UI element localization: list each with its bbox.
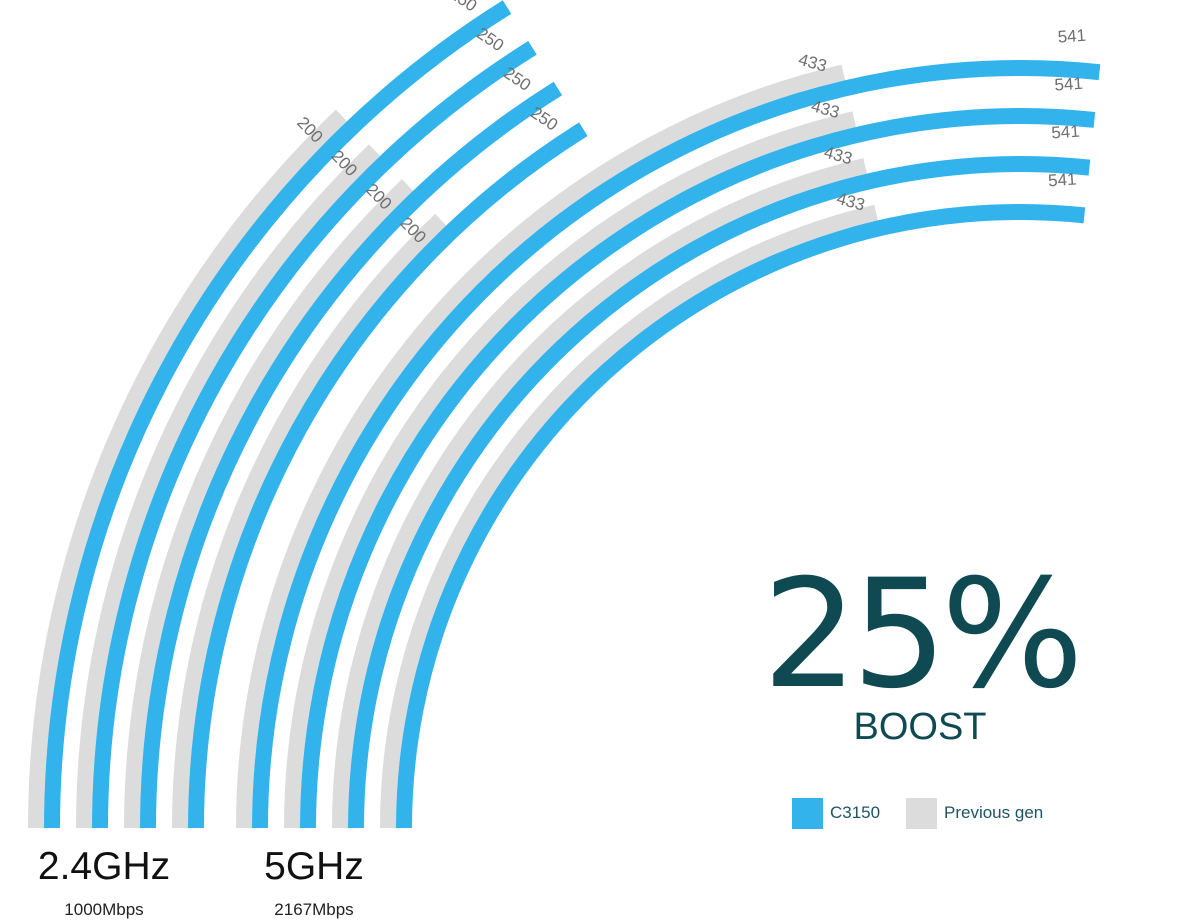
- legend-item-c3150: C3150: [792, 797, 880, 829]
- arc-c3150-2.4GHz-3: [140, 81, 563, 829]
- band-5ghz-rate: 2167Mbps: [274, 900, 354, 919]
- label-previous-5GHz-3: 433: [822, 143, 854, 169]
- label-previous-5GHz-1: 433: [796, 50, 828, 76]
- arc-c3150-5GHz-2: [300, 108, 1096, 829]
- label-previous-5GHz-2: 433: [809, 96, 841, 122]
- arc-previous-5GHz-2: [284, 111, 857, 829]
- arc-c3150-5GHz-1: [252, 60, 1101, 829]
- arc-c3150-2.4GHz-2: [92, 41, 537, 829]
- label-c3150-5GHz-3: 541: [1051, 122, 1081, 143]
- label-c3150-5GHz-2: 541: [1054, 74, 1084, 95]
- arc-previous-2.4GHz-1: [28, 109, 347, 829]
- boost-percentage: 25%: [762, 548, 1083, 722]
- legend-swatch-c3150: [792, 797, 823, 829]
- label-c3150-2.4GHz-1: 250: [446, 0, 480, 16]
- arc-previous-2.4GHz-4: [172, 213, 447, 829]
- arc-c3150-2.4GHz-4: [188, 122, 588, 829]
- band-24ghz-rate: 1000Mbps: [64, 900, 144, 919]
- arc-previous-5GHz-3: [332, 158, 867, 829]
- arc-c3150-2.4GHz-1: [44, 0, 512, 829]
- legend-label-previous-gen: Previous gen: [944, 803, 1044, 822]
- label-c3150-5GHz-4: 541: [1048, 170, 1078, 191]
- arc-previous-2.4GHz-2: [76, 144, 381, 829]
- arc-c3150-5GHz-3: [348, 156, 1091, 829]
- arc-previous-5GHz-1: [236, 64, 846, 829]
- band-5ghz-title: 5GHz: [264, 845, 364, 888]
- legend-swatch-previous-gen: [906, 797, 937, 829]
- arc-c3150-5GHz-4: [396, 204, 1086, 829]
- boost-label: BOOST: [853, 706, 987, 748]
- arc-previous-5GHz-4: [380, 204, 878, 829]
- label-c3150-5GHz-1: 541: [1057, 26, 1087, 47]
- arc-previous-2.4GHz-3: [124, 179, 414, 829]
- legend-item-previous-gen: Previous gen: [906, 797, 1043, 829]
- band-24ghz-title: 2.4GHz: [37, 845, 171, 888]
- legend-label-c3150: C3150: [830, 803, 881, 822]
- label-previous-5GHz-4: 433: [835, 189, 867, 215]
